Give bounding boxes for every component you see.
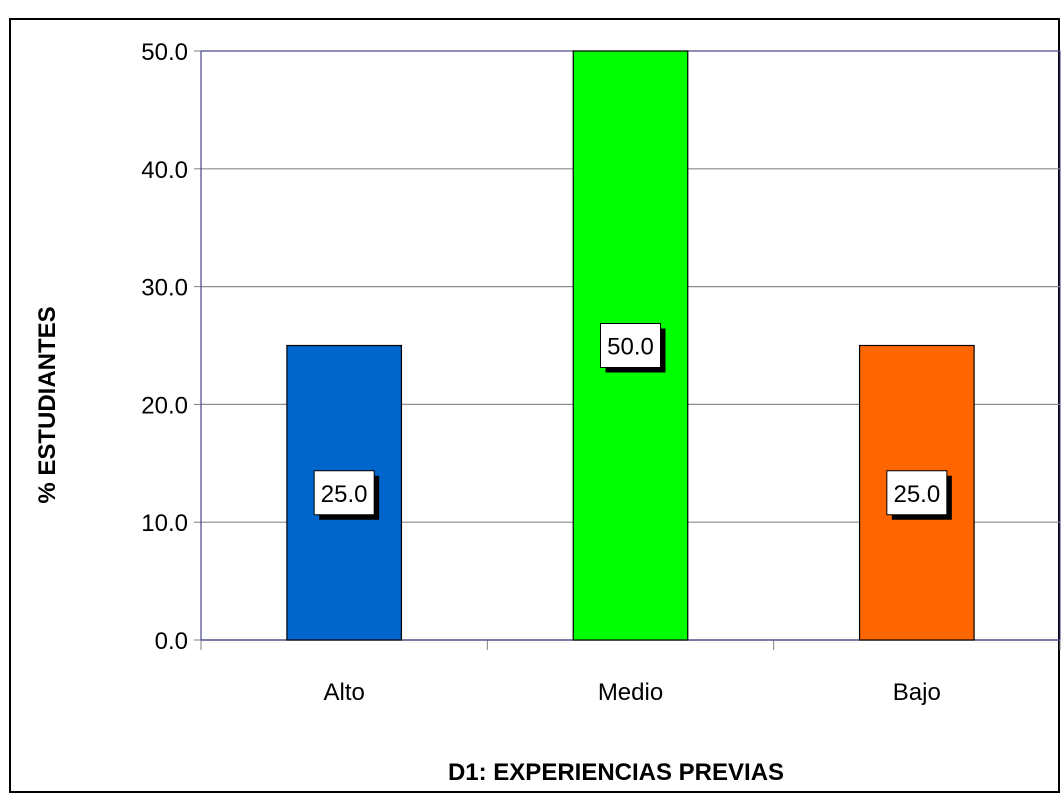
x-category-label: Alto (323, 679, 364, 706)
y-tick-label: 20.0 (141, 392, 188, 419)
data-label-text: 50.0 (607, 334, 654, 361)
y-tick-label: 10.0 (141, 510, 188, 537)
data-label: 25.0 (313, 470, 380, 520)
data-label-box (886, 470, 948, 516)
data-label-text: 25.0 (893, 481, 940, 508)
x-category-labels: Alto Medio Bajo (323, 679, 940, 706)
y-tick-label: 50.0 (141, 39, 188, 66)
x-axis-title: D1: EXPERIENCIAS PREVIAS (448, 759, 784, 786)
data-label-box (600, 323, 661, 368)
data-label-text: 25.0 (321, 481, 368, 508)
data-label: 25.0 (886, 470, 952, 520)
data-label: 50.0 (600, 323, 666, 373)
y-tick-labels: 0.0 10.0 20.0 30.0 40.0 50.0 (141, 39, 188, 655)
y-tick-label: 0.0 (155, 628, 188, 655)
y-tick-label: 40.0 (141, 157, 188, 184)
x-category-label: Medio (598, 679, 663, 706)
data-label-box (313, 470, 375, 516)
y-axis-title: % ESTUDIANTES (34, 306, 61, 503)
data-labels: 25.0 50.0 25.0 (313, 323, 952, 520)
x-category-label: Bajo (893, 679, 941, 706)
y-tick-label: 30.0 (141, 275, 188, 302)
